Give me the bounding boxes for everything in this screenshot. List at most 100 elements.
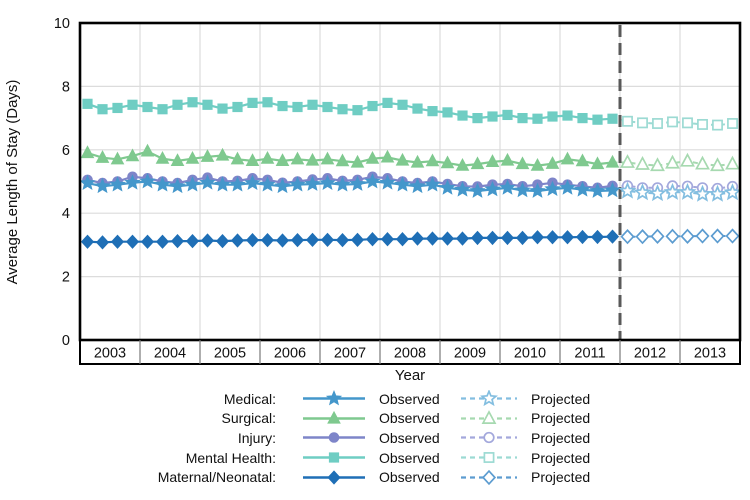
series-maternal-neonatal-observed-marker [365,232,380,247]
series-surgical-observed-marker [305,152,320,166]
series-mental-health-projected-marker [727,118,738,129]
year-label: 2007 [334,346,366,362]
legend-projected-text: Projected [531,410,591,427]
series-medical-observed-marker [364,172,381,189]
series-mental-health-observed-marker [82,98,93,109]
series-maternal-neonatal-observed-marker [440,231,455,246]
series-mental-health-observed-marker [547,111,558,122]
series-surgical-observed-marker [350,154,365,168]
series-mental-health-observed-marker [322,101,333,113]
legend-observed-swatch-injury [303,432,365,444]
series-surgical-projected-marker [725,155,740,170]
series-surgical-observed-marker [245,153,260,166]
legend-row-surgical: Surgical: Observed Projected [100,409,590,429]
series-medical-observed-marker [304,175,321,191]
series-medical-observed-marker [499,179,516,195]
series-medical-observed-marker [424,176,441,192]
y-tick-label: 8 [62,79,70,95]
series-mental-health-observed-marker [502,109,513,121]
series-medical-observed-marker [544,180,561,196]
year-label: 2010 [514,346,546,362]
series-surgical-observed-marker [560,151,575,165]
chart-canvas: 2003 2004 2005 2006 2007 2008 2009 2010 2011 2012… [4,16,742,384]
year-label: 2013 [694,346,726,362]
legend-observed-marker-triangle-icon [327,410,341,424]
series-mental-health-projected-marker [712,119,723,131]
series-medical-projected-marker [633,183,652,201]
year-label: 2012 [634,346,666,362]
legend-projected-swatch-mental-health [461,452,517,464]
legend-observed-text: Observed [379,469,440,486]
series-surgical-observed-marker [530,157,545,171]
series-surgical-observed-marker [275,153,290,166]
legend-observed-marker-star-icon [325,390,343,406]
legend-projected-swatch-surgical [461,409,517,424]
series-maternal-neonatal-observed-marker [305,232,320,247]
y-axis-title: Average Length of Stay (Days) [4,80,21,285]
series-surgical-projected-marker [710,157,725,172]
series-surgical-observed-marker [545,156,560,169]
chart-legend: Medical: Observed Projected Surgical: Observ… [100,389,590,487]
series-mental-health-projected-marker [697,118,708,130]
series-medical-projected-marker [693,184,712,202]
series-maternal-neonatal-observed-marker [515,230,530,246]
series-surgical-projected-line [612,160,733,167]
series-mental-health-projected-marker [622,115,633,127]
series-surgical-observed-marker [185,151,200,164]
y-tick-label: 6 [62,143,70,159]
series-surgical-observed-marker [500,152,515,166]
series-surgical-observed-marker [515,156,530,170]
series-maternal-neonatal-projected-marker [710,228,725,244]
year-label: 2006 [274,346,306,362]
series-maternal-neonatal-observed-marker [155,234,170,249]
series-mental-health-projected-marker [637,117,648,129]
series-medical-projected-marker [663,182,682,200]
series-surgical-projected-marker [635,155,650,170]
series-surgical-observed-marker [170,153,185,166]
legend-observed-swatch-medical [303,390,365,406]
series-surgical-observed-marker [590,156,605,170]
series-surgical-observed-marker [320,151,335,165]
series-medical-observed-marker [379,174,396,190]
series-medical-projected-marker [648,184,667,202]
series-mental-health-observed-marker [232,101,243,113]
series-medical-observed-marker [214,176,231,192]
series-mental-health-observed-marker [472,113,483,124]
series-maternal-neonatal-projected-marker [680,228,695,244]
legend-observed-marker-circle-icon [328,432,340,444]
legend-label-medical: Medical: [223,390,276,407]
series-maternal-neonatal-observed-marker [245,233,260,248]
series-medical-observed-marker [139,172,156,189]
series-surgical-observed-marker [200,149,215,162]
legend-observed-swatch-surgical [303,410,365,424]
series-mental-health-observed-marker [142,101,153,113]
legend-projected-text: Projected [531,469,591,486]
series-maternal-neonatal-observed-marker [380,232,395,247]
series-mental-health-observed-marker [157,104,168,115]
series-maternal-neonatal-observed-marker [80,234,95,249]
series-maternal-neonatal-observed-marker [470,230,485,246]
series-mental-health-projected-marker [667,116,678,128]
legend-projected-marker-square-icon [483,452,495,464]
series-medical-observed-marker [349,175,366,191]
series-surgical-projected-marker [665,154,680,169]
series-medical-observed-marker [169,177,186,194]
series-medical-observed-marker [244,174,261,190]
series-mental-health-projected-marker [652,118,663,129]
series-mental-health-observed-marker [112,102,123,114]
series-mental-health-observed-marker [592,114,603,125]
legend-projected-swatch-medical [461,390,517,407]
legend-label-surgical: Surgical: [221,410,276,427]
series-mental-health-observed-marker [487,111,498,122]
legend-projected-marker-diamond-icon [481,469,497,485]
series-surgical-observed-marker [110,151,125,165]
series-surgical-projected-marker [680,152,695,167]
series-surgical-observed-marker [455,157,470,171]
series-surgical-observed-marker [230,151,245,165]
year-label: 2008 [394,346,426,362]
series-surgical-projected-marker [650,157,665,172]
series-medical-projected-marker [618,181,637,199]
legend-projected-marker-star-icon [480,390,498,407]
legend-projected-swatch-injury [461,432,517,444]
